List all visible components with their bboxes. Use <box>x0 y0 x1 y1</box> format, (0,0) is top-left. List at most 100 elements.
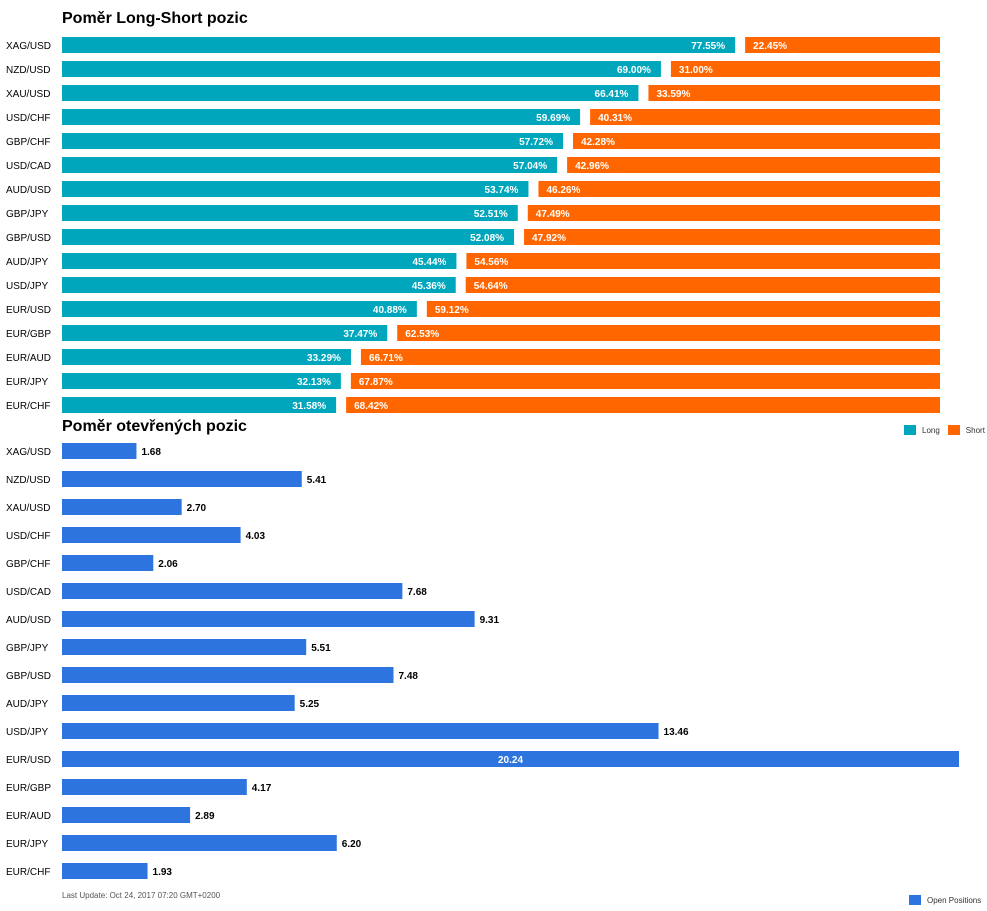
long-value-label-nzd-usd: 69.00% <box>617 65 651 76</box>
op-category-label-gbp-usd: GBP/USD <box>6 671 51 682</box>
long-value-label-eur-gbp: 37.47% <box>343 329 377 340</box>
op-category-label-gbp-chf: GBP/CHF <box>6 559 50 570</box>
long-bar-gbp-usd <box>62 229 515 245</box>
short-value-label-xau-usd: 33.59% <box>656 89 690 100</box>
long-value-label-eur-jpy: 32.13% <box>297 377 331 388</box>
short-value-label-usd-chf: 40.31% <box>598 113 632 124</box>
op-category-label-eur-jpy: EUR/JPY <box>6 839 49 850</box>
open-positions-value-label-gbp-chf: 2.06 <box>158 559 178 570</box>
short-value-label-eur-jpy: 67.87% <box>359 377 393 388</box>
long-bar-xag-usd <box>62 37 736 53</box>
short-value-label-eur-usd: 59.12% <box>435 305 469 316</box>
short-value-label-nzd-usd: 31.00% <box>679 65 713 76</box>
open-positions-bar-usd-chf <box>62 527 241 543</box>
ls-category-label-eur-chf: EUR/CHF <box>6 401 50 412</box>
long-value-label-usd-cad: 57.04% <box>513 161 547 172</box>
short-value-label-eur-aud: 66.71% <box>369 353 403 364</box>
ls-category-label-gbp-jpy: GBP/JPY <box>6 209 49 220</box>
op-category-label-eur-aud: EUR/AUD <box>6 811 51 822</box>
ls-category-label-eur-gbp: EUR/GBP <box>6 329 51 340</box>
long-bar-eur-chf <box>62 397 337 413</box>
long-bar-xau-usd <box>62 85 639 101</box>
ls-category-label-usd-cad: USD/CAD <box>6 161 51 172</box>
short-bar-aud-jpy <box>466 253 940 269</box>
open-positions-value-label-eur-gbp: 4.17 <box>252 783 272 794</box>
long-bar-usd-chf <box>62 109 581 125</box>
open-positions-bar-aud-usd <box>62 611 475 627</box>
open-positions-bar-gbp-chf <box>62 555 154 571</box>
long-bar-nzd-usd <box>62 61 661 77</box>
long-bar-aud-usd <box>62 181 529 197</box>
short-value-label-eur-gbp: 62.53% <box>405 329 439 340</box>
short-bar-eur-chf <box>346 397 941 413</box>
open-positions-value-label-gbp-jpy: 5.51 <box>311 643 331 654</box>
ls-category-label-aud-usd: AUD/USD <box>6 185 51 196</box>
op-category-label-gbp-jpy: GBP/JPY <box>6 643 49 654</box>
open-positions-bar-xau-usd <box>62 499 182 515</box>
open-positions-value-label-eur-jpy: 6.20 <box>342 839 362 850</box>
long-bar-usd-jpy <box>62 277 456 293</box>
short-bar-usd-jpy <box>465 277 940 293</box>
op-category-label-eur-gbp: EUR/GBP <box>6 783 51 794</box>
op-category-label-aud-usd: AUD/USD <box>6 615 51 626</box>
open-positions-bar-eur-chf <box>62 863 148 879</box>
ls-category-label-xau-usd: XAU/USD <box>6 89 50 100</box>
open-positions-bar-nzd-usd <box>62 471 302 487</box>
short-value-label-gbp-usd: 47.92% <box>532 233 566 244</box>
ls-category-label-nzd-usd: NZD/USD <box>6 65 50 76</box>
last-update-text: Last Update: Oct 24, 2017 07:20 GMT+0200 <box>62 891 221 900</box>
short-bar-xag-usd <box>745 37 940 53</box>
short-value-label-aud-jpy: 54.56% <box>474 257 508 268</box>
open-positions-value-label-xag-usd: 1.68 <box>141 447 161 458</box>
open-positions-legend: Open Positions <box>909 895 981 905</box>
long-value-label-usd-chf: 59.69% <box>536 113 570 124</box>
legend-label-long: Long <box>922 425 940 435</box>
open-positions-bar-xag-usd <box>62 443 137 459</box>
open-positions-value-label-usd-cad: 7.68 <box>407 587 427 598</box>
legend-label-short: Short <box>965 425 985 435</box>
short-bar-nzd-usd <box>670 61 940 77</box>
op-category-label-eur-chf: EUR/CHF <box>6 867 50 878</box>
ls-category-label-eur-jpy: EUR/JPY <box>6 377 49 388</box>
short-bar-eur-aud <box>360 349 940 365</box>
long-bar-eur-aud <box>62 349 351 365</box>
long-short-legend: Long Short <box>904 425 987 435</box>
short-bar-eur-usd <box>426 301 941 317</box>
open-positions-value-label-aud-jpy: 5.25 <box>300 699 320 710</box>
ls-category-label-eur-usd: EUR/USD <box>6 305 51 316</box>
ls-category-label-aud-jpy: AUD/JPY <box>6 257 49 268</box>
op-category-label-xau-usd: XAU/USD <box>6 503 50 514</box>
long-value-label-xau-usd: 66.41% <box>595 89 629 100</box>
open-positions-bar-usd-jpy <box>62 723 659 739</box>
long-value-label-eur-aud: 33.29% <box>307 353 341 364</box>
open-positions-bar-usd-cad <box>62 583 403 599</box>
long-bar-usd-cad <box>62 157 558 173</box>
ls-category-label-gbp-usd: GBP/USD <box>6 233 51 244</box>
long-bar-gbp-chf <box>62 133 564 149</box>
short-bar-usd-cad <box>567 157 940 173</box>
open-positions-value-label-aud-usd: 9.31 <box>480 615 500 626</box>
op-category-label-nzd-usd: NZD/USD <box>6 475 50 486</box>
long-value-label-aud-jpy: 45.44% <box>412 257 446 268</box>
legend-swatch-short <box>947 425 960 435</box>
open-positions-bar-gbp-usd <box>62 667 394 683</box>
ls-category-label-usd-chf: USD/CHF <box>6 113 50 124</box>
long-value-label-xag-usd: 77.55% <box>691 41 725 52</box>
short-bar-aud-usd <box>538 181 940 197</box>
short-bar-gbp-chf <box>573 133 940 149</box>
legend-item-long: Long <box>904 425 940 435</box>
short-value-label-usd-jpy: 54.64% <box>474 281 508 292</box>
open-positions-bar-eur-jpy <box>62 835 337 851</box>
long-bar-eur-usd <box>62 301 417 317</box>
op-category-label-aud-jpy: AUD/JPY <box>6 699 49 710</box>
open-positions-value-label-eur-aud: 2.89 <box>195 811 215 822</box>
ls-category-label-xag-usd: XAG/USD <box>6 41 51 52</box>
open-positions-bar-aud-jpy <box>62 695 295 711</box>
legend-swatch-long <box>904 425 916 435</box>
open-positions-value-label-xau-usd: 2.70 <box>187 503 207 514</box>
long-bar-eur-jpy <box>62 373 341 389</box>
open-positions-value-label-eur-usd: 20.24 <box>498 755 523 766</box>
short-value-label-aud-usd: 46.26% <box>546 185 580 196</box>
op-category-label-eur-usd: EUR/USD <box>6 755 51 766</box>
open-positions-bar-eur-aud <box>62 807 191 823</box>
